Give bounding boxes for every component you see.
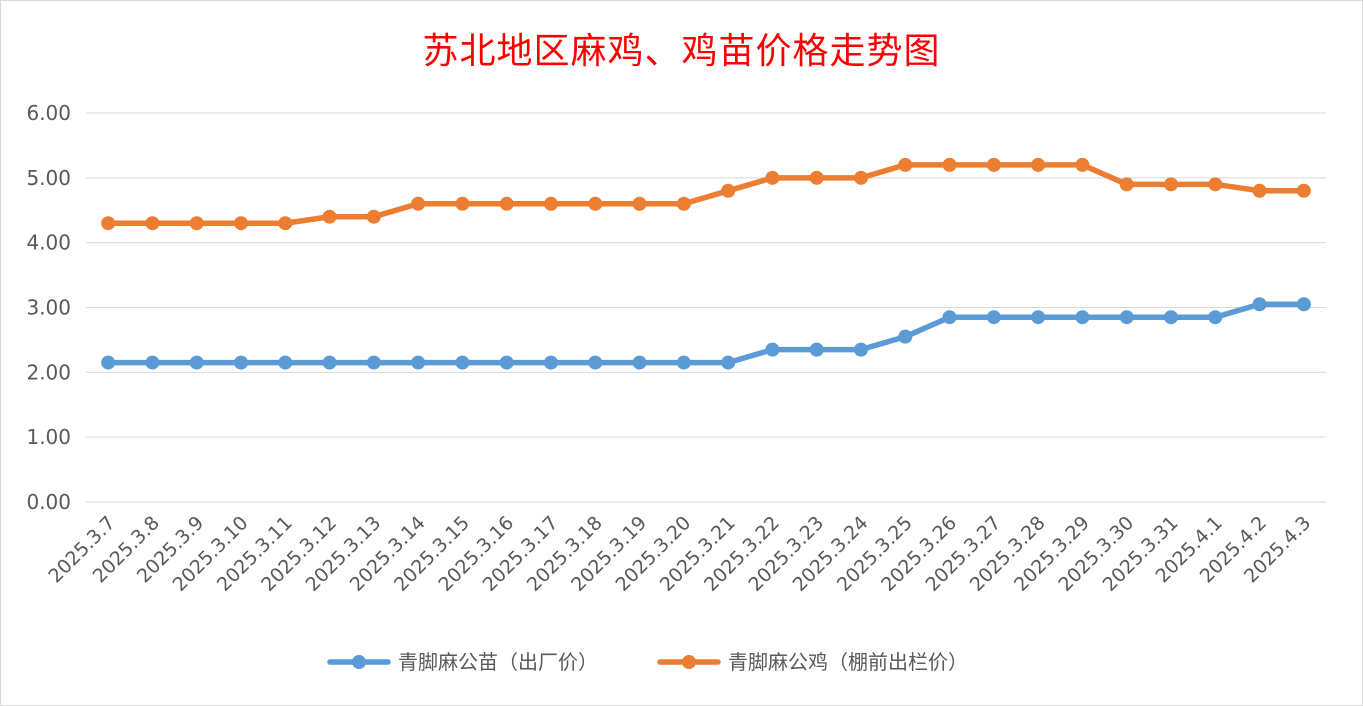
data-point [676,355,691,370]
data-point [986,310,1001,325]
data-point [986,157,1001,172]
data-point [942,157,957,172]
y-tick-label: 2.00 [26,360,71,384]
y-tick-label: 6.00 [26,101,71,125]
data-point [765,342,780,357]
data-point [588,355,603,370]
data-point [942,310,957,325]
data-point [676,196,691,211]
data-point [101,216,116,231]
data-point [1119,177,1134,192]
data-point [1031,157,1046,172]
data-point [854,342,868,357]
data-point [234,216,248,231]
data-point [1075,157,1090,172]
data-point [854,170,868,185]
data-point [1164,310,1178,325]
legend-swatch-marker [352,655,366,669]
x-axis-ticks: 2025.3.72025.3.82025.3.92025.3.102025.3.… [44,512,1315,596]
legend: 青脚麻公苗（出厂价） 青脚麻公鸡（棚前出栏价） [327,650,968,674]
series-line [105,301,1307,366]
data-point [499,196,514,211]
data-point [366,355,381,370]
data-point [145,355,160,370]
data-point [411,196,426,211]
data-point [322,209,337,224]
data-point [411,355,426,370]
data-point [322,355,337,370]
data-point [1296,297,1311,312]
data-point [809,170,824,185]
legend-label: 青脚麻公鸡（棚前出栏价） [728,650,968,674]
data-point [455,196,470,211]
gridlines [86,112,1326,503]
data-point [544,355,558,370]
data-point [809,342,824,357]
series-2 [101,157,1311,231]
legend-label: 青脚麻公苗（出厂价） [398,650,598,674]
data-point [588,196,603,211]
data-point [1164,177,1178,192]
data-point [632,196,647,211]
y-tick-label: 3.00 [26,296,71,320]
legend-item: 青脚麻公鸡（棚前出栏价） [657,650,968,674]
data-point [1208,310,1223,325]
y-tick-label: 5.00 [26,166,71,190]
legend-item: 青脚麻公苗（出厂价） [327,650,598,674]
data-point [189,355,204,370]
series-1 [101,297,1311,370]
data-point [721,183,736,198]
data-point [366,209,381,224]
data-point [1252,297,1267,312]
data-point [765,170,780,185]
series-lines [101,157,1311,370]
data-point [898,157,913,172]
data-point [632,355,647,370]
y-tick-label: 1.00 [26,425,71,449]
data-point [234,355,248,370]
data-point [1252,183,1267,198]
y-tick-label: 0.00 [26,490,71,514]
data-point [898,329,913,344]
data-point [721,355,736,370]
chart-title: 苏北地区麻鸡、鸡苗价格走势图 [422,31,941,72]
y-axis-ticks: 0.00 1.00 2.00 3.00 4.00 5.00 6.00 [26,101,71,514]
series-line [105,162,1307,226]
data-point [278,216,293,231]
data-point [455,355,470,370]
data-point [1208,177,1223,192]
data-point [101,355,116,370]
data-point [1296,183,1311,198]
data-point [1075,310,1090,325]
legend-swatch-marker [682,655,696,669]
data-point [145,216,160,231]
data-point [1031,310,1046,325]
data-point [189,216,204,231]
data-point [499,355,514,370]
data-point [278,355,293,370]
y-tick-label: 4.00 [26,231,71,255]
data-point [544,196,558,211]
data-point [1119,310,1134,325]
